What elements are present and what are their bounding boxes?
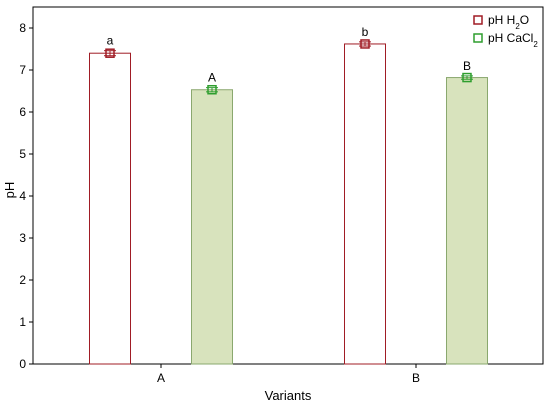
data-label: a — [107, 34, 114, 48]
plot-frame — [32, 6, 544, 365]
legend-subscript: 2 — [515, 22, 520, 31]
y-tick-label: 7 — [19, 63, 26, 77]
legend-marker — [473, 33, 483, 43]
legend-entry: pH CaCl2 — [488, 31, 538, 49]
y-tick-label: 4 — [19, 189, 26, 203]
data-label: A — [208, 71, 216, 85]
x-axis-label: Variants — [265, 388, 312, 403]
data-label: b — [362, 25, 369, 39]
mean-marker — [105, 48, 115, 58]
legend-marker — [473, 15, 483, 25]
y-axis-label: pH — [2, 182, 17, 199]
legend-entry: pH H2O — [488, 13, 529, 31]
legend-text: pH H — [488, 13, 515, 27]
data-label: B — [463, 59, 471, 73]
legend-subscript: 2 — [533, 40, 538, 49]
mean-marker — [462, 72, 472, 83]
legend-text: O — [520, 13, 529, 27]
y-tick-label: 2 — [19, 273, 26, 287]
mean-marker — [360, 39, 370, 49]
x-tick-label: A — [157, 371, 165, 385]
y-tick-label: 3 — [19, 231, 26, 245]
mean-marker — [207, 84, 217, 95]
bar — [446, 77, 488, 365]
x-tick-label: B — [412, 371, 420, 385]
bar — [89, 52, 131, 365]
legend-text: pH CaCl — [488, 31, 533, 45]
y-tick-label: 1 — [19, 315, 26, 329]
bar — [344, 43, 386, 365]
y-tick-label: 6 — [19, 105, 26, 119]
y-tick-label: 8 — [19, 21, 26, 35]
bar — [191, 89, 233, 365]
y-tick-label: 0 — [19, 357, 26, 371]
y-tick-label: 5 — [19, 147, 26, 161]
